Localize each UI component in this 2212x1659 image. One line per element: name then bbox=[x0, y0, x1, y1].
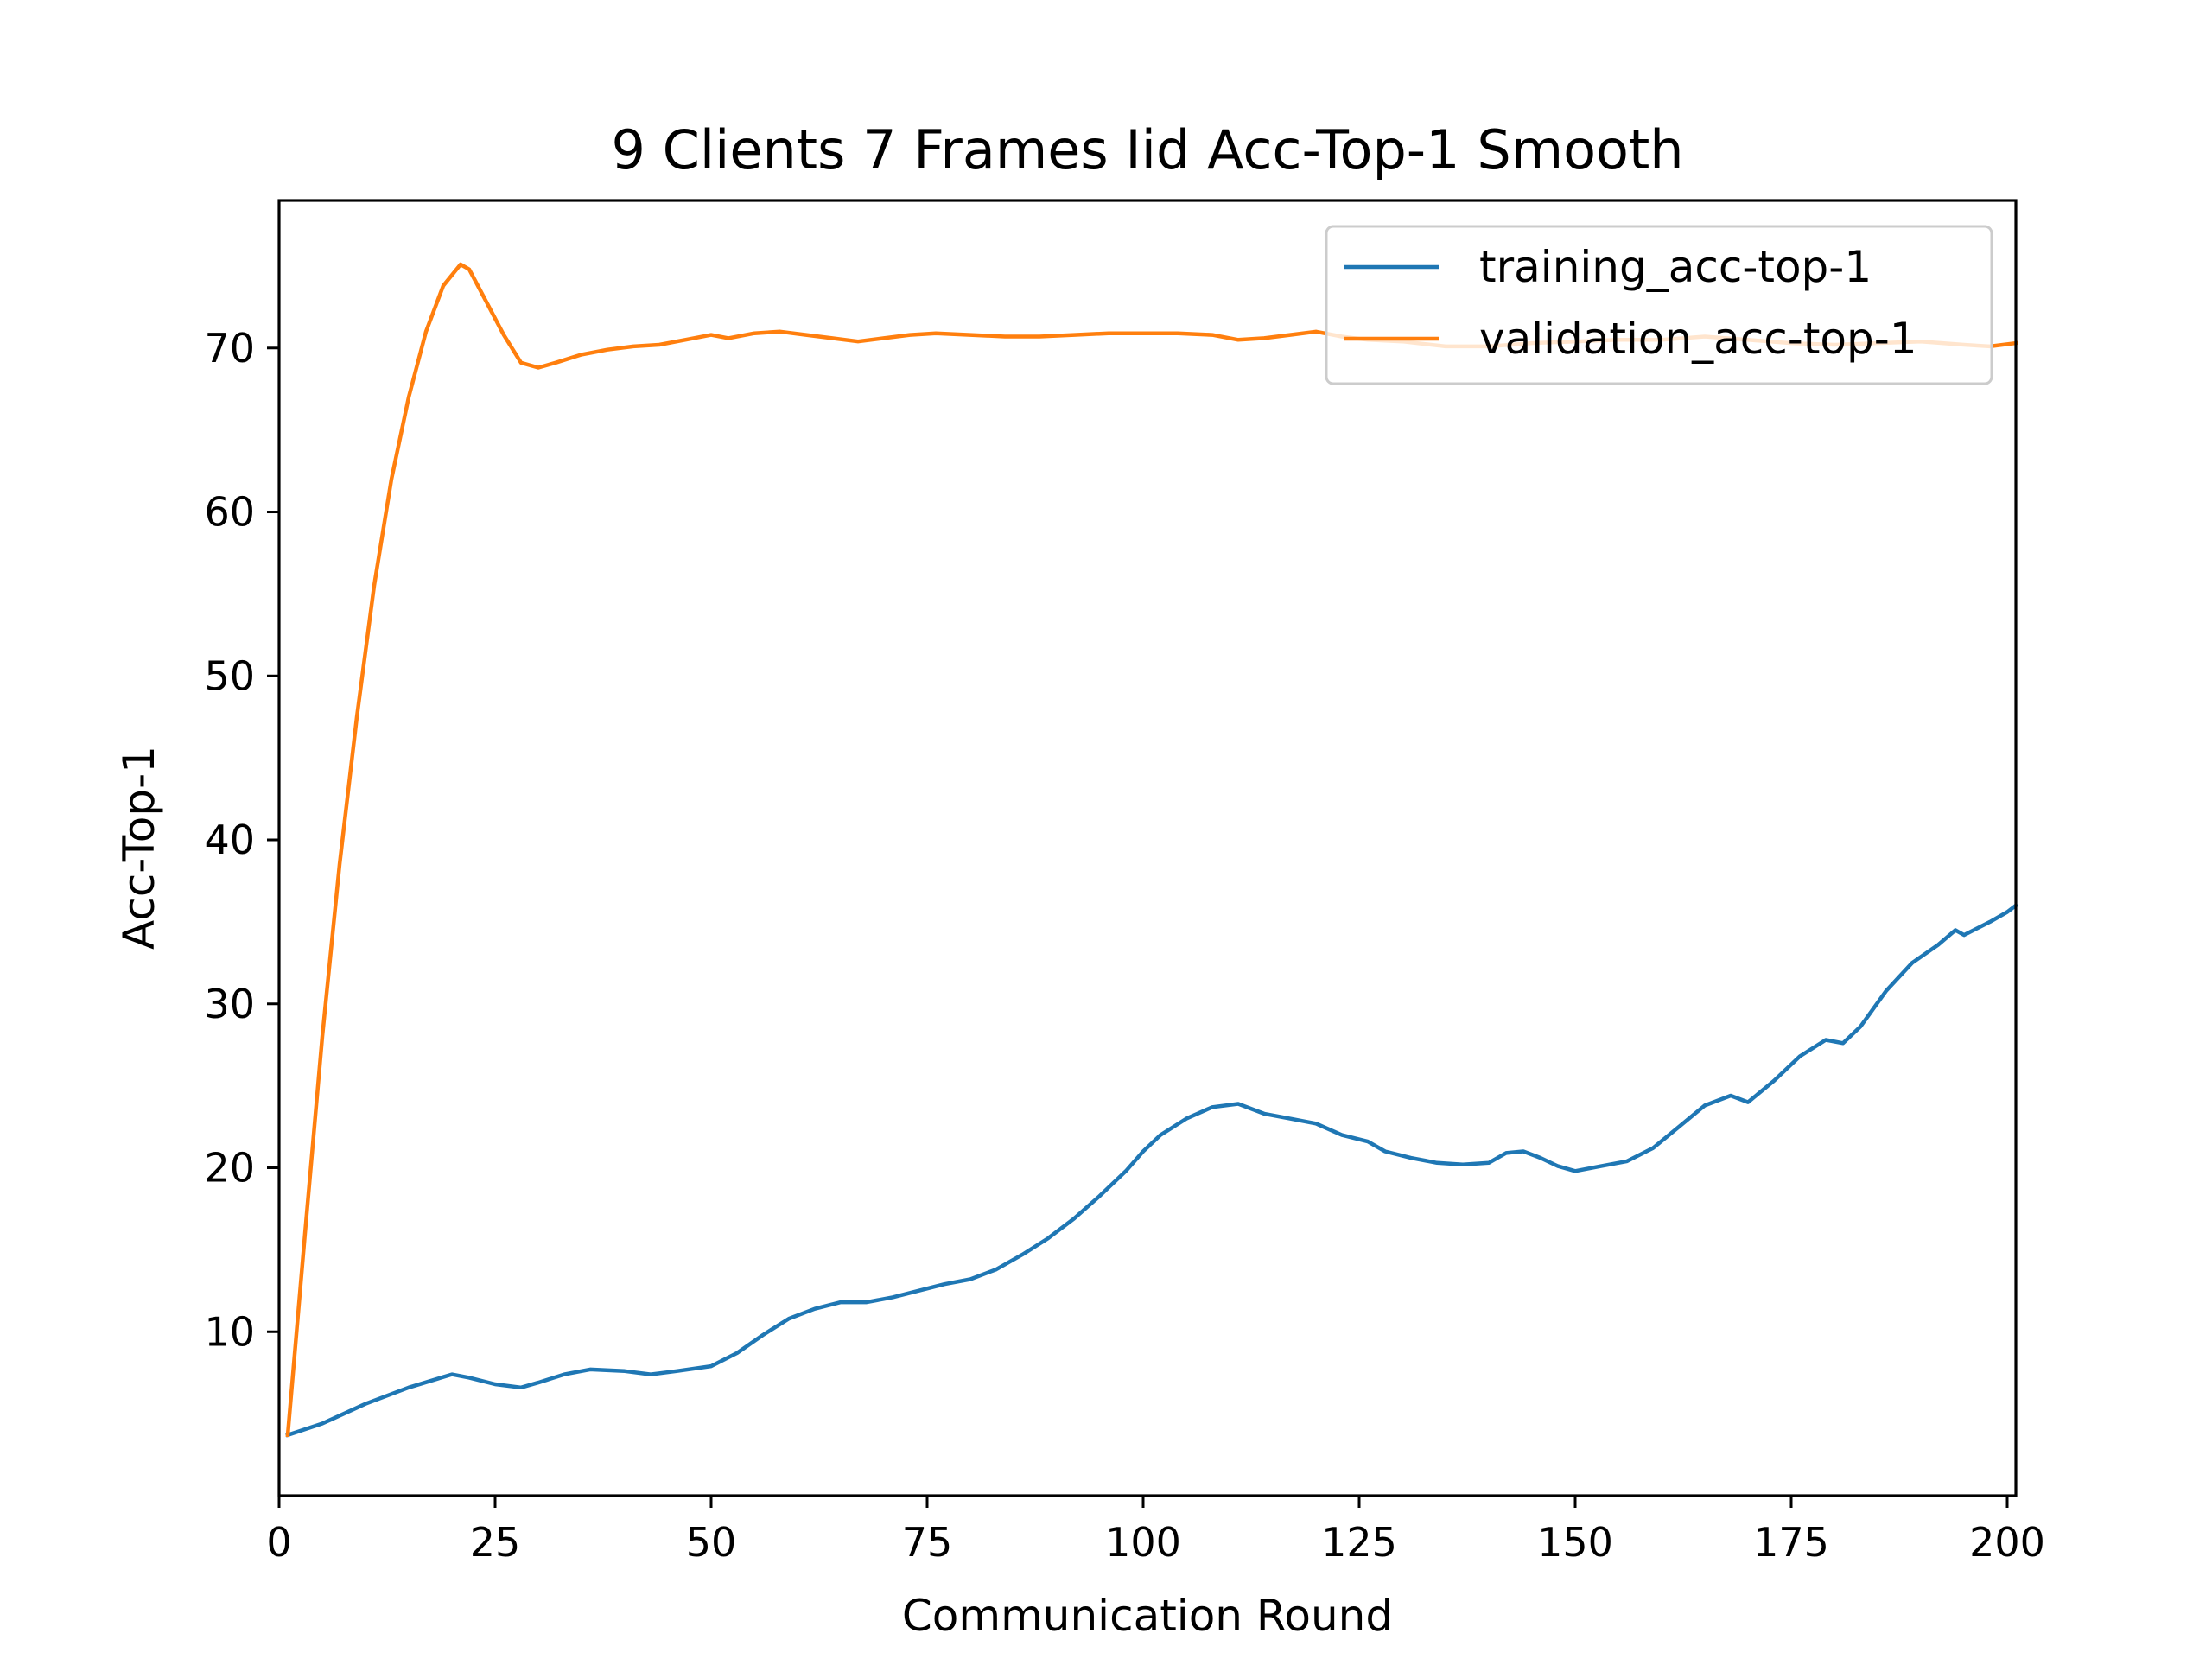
y-tick-label: 10 bbox=[204, 1308, 255, 1355]
legend-label-training: training_acc-top-1 bbox=[1479, 242, 1872, 292]
y-tick-label: 70 bbox=[204, 325, 255, 372]
x-tick-label: 0 bbox=[266, 1519, 291, 1566]
plot-frame bbox=[277, 199, 2018, 1497]
y-tick-label: 40 bbox=[204, 817, 255, 863]
chart-title: 9 Clients 7 Frames Iid Acc-Top-1 Smooth bbox=[611, 118, 1683, 181]
y-axis-label: Acc-Top-1 bbox=[114, 746, 164, 950]
x-tick-label: 125 bbox=[1321, 1519, 1397, 1566]
y-tick-label: 20 bbox=[204, 1145, 255, 1192]
y-tick-label: 60 bbox=[204, 489, 255, 536]
y-tick-label: 30 bbox=[204, 981, 255, 1027]
x-tick-label: 50 bbox=[686, 1519, 737, 1566]
x-axis-label: Communication Round bbox=[902, 1591, 1393, 1641]
x-axis-ticks: 0 25 50 75 100 125 150 175 200 bbox=[266, 1496, 2045, 1566]
y-tick-label: 50 bbox=[204, 652, 255, 699]
legend: training_acc-top-1 validation_acc-top-1 bbox=[1325, 225, 1993, 385]
x-tick-label: 150 bbox=[1537, 1519, 1613, 1566]
x-tick-label: 25 bbox=[470, 1519, 521, 1566]
legend-label-validation: validation_acc-top-1 bbox=[1479, 314, 1917, 364]
legend-box bbox=[1325, 225, 1993, 385]
x-tick-label: 75 bbox=[902, 1519, 953, 1566]
x-tick-label: 175 bbox=[1753, 1519, 1829, 1566]
series-line-training bbox=[285, 902, 2019, 1438]
x-tick-label: 100 bbox=[1105, 1519, 1181, 1566]
x-tick-label: 200 bbox=[1969, 1519, 2045, 1566]
y-axis-ticks: 10 20 30 40 50 60 70 bbox=[204, 325, 279, 1355]
